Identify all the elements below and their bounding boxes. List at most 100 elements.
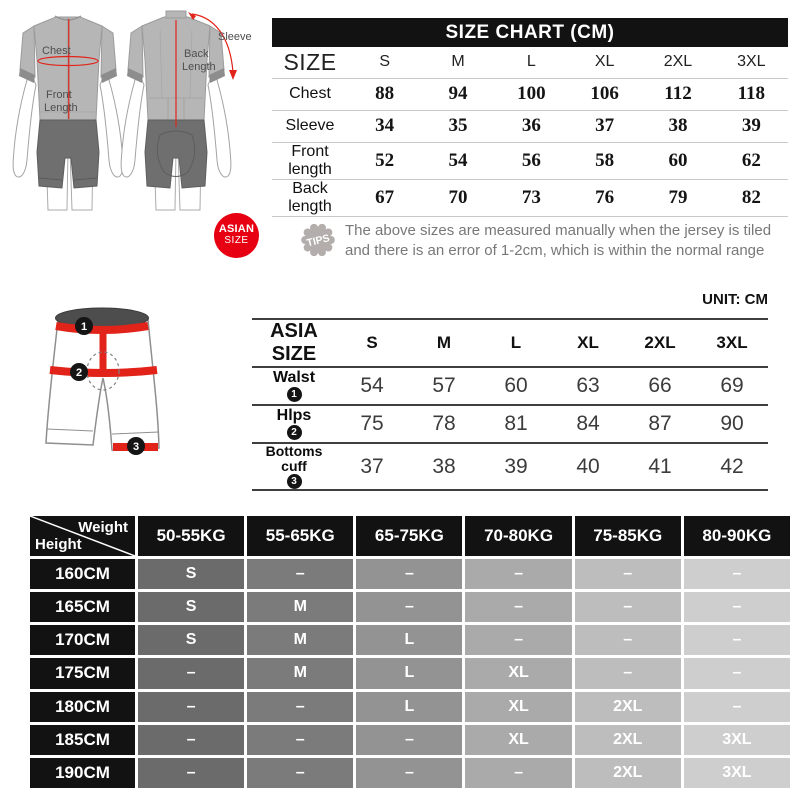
matrix-cell: – <box>247 559 354 590</box>
matrix-cell: – <box>683 658 790 689</box>
matrix-cell: – <box>138 691 245 722</box>
svg-text:1: 1 <box>81 321 87 333</box>
corner-height-label: Height <box>35 536 82 553</box>
weight-col-header: 70-80KG <box>465 516 572 556</box>
matrix-cell: – <box>356 559 463 590</box>
row-label: Back length <box>272 179 348 217</box>
size-value: 81 <box>480 405 552 444</box>
circled-number-2: 2 <box>286 425 302 441</box>
size-value: 60 <box>480 367 552 406</box>
col-header: XL <box>567 47 642 79</box>
svg-text:3: 3 <box>133 441 139 453</box>
chest-measure-line <box>37 55 99 67</box>
row-label-cell: Walst 1 <box>252 367 336 406</box>
row-label: Hlps <box>276 406 312 424</box>
row-label: Chest <box>272 78 348 111</box>
size-chart-section: SIZE CHART (CM) SIZE S M L XL 2XL 3XL Ch… <box>272 18 788 217</box>
matrix-cell: M <box>247 625 354 656</box>
matrix-cell: – <box>138 757 245 788</box>
size-value: 75 <box>336 405 408 444</box>
tips-text: The above sizes are measured manually wh… <box>345 221 795 261</box>
size-value: 69 <box>696 367 768 406</box>
col-header: 3XL <box>714 47 788 79</box>
col-header: L <box>494 47 568 79</box>
tips-seal-icon: TIPS <box>301 223 335 257</box>
jersey-front-illustration: Chest Front Length <box>12 15 124 211</box>
svg-text:2: 2 <box>76 367 82 379</box>
matrix-cell: – <box>356 724 463 755</box>
header-row: ASIA SIZE S M L XL 2XL 3XL <box>252 319 768 368</box>
weight-col-header: 55-65KG <box>247 516 354 556</box>
table-row: Chest 88 94 100 106 112 118 <box>272 78 788 111</box>
circled-number-1: 1 <box>286 387 302 403</box>
col-header: 2XL <box>624 319 696 368</box>
size-value: 78 <box>408 405 480 444</box>
matrix-cell: – <box>247 691 354 722</box>
size-value: 67 <box>348 179 422 217</box>
height-row-header: 185CM <box>30 724 135 755</box>
size-value: 60 <box>641 142 715 180</box>
size-value: 57 <box>408 367 480 406</box>
size-value: 70 <box>421 179 495 217</box>
size-value: 62 <box>714 142 788 180</box>
matrix-cell: XL <box>465 658 572 689</box>
size-value: 79 <box>641 179 715 217</box>
size-value: 36 <box>494 110 568 143</box>
matrix-cell: – <box>574 658 681 689</box>
chest-label: Chest <box>42 45 71 57</box>
matrix-cell: – <box>247 757 354 788</box>
weight-col-header: 80-90KG <box>683 516 790 556</box>
matrix-cell: – <box>683 559 790 590</box>
asian-size-badge: ASIAN SIZE <box>214 213 259 258</box>
size-value: 41 <box>624 443 696 492</box>
size-value: 73 <box>494 179 568 217</box>
matrix-cell: 3XL <box>683 724 790 755</box>
matrix-cell: 2XL <box>574 691 681 722</box>
height-row-header: 180CM <box>30 691 135 722</box>
asia-size-section: ASIA SIZE S M L XL 2XL 3XL Walst 1 54 57… <box>252 318 768 492</box>
matrix-cell: 2XL <box>574 724 681 755</box>
matrix-cell: 2XL <box>574 757 681 788</box>
matrix-cell: – <box>465 757 572 788</box>
col-header: M <box>408 319 480 368</box>
weight-col-header: 65-75KG <box>356 516 463 556</box>
size-value: 38 <box>408 443 480 492</box>
matrix-cell: – <box>683 691 790 722</box>
size-chart-table: SIZE S M L XL 2XL 3XL Chest 88 94 100 10… <box>272 47 788 217</box>
col-header: 2XL <box>641 47 715 79</box>
size-value: 39 <box>480 443 552 492</box>
size-value: 66 <box>624 367 696 406</box>
size-corner-label: SIZE <box>272 47 348 79</box>
matrix-cell: – <box>683 592 790 623</box>
table-row: Front length 52 54 56 58 60 62 <box>272 142 788 180</box>
marker-1: 1 <box>75 317 93 335</box>
col-header: XL <box>552 319 624 368</box>
weight-col-header: 50-55KG <box>138 516 245 556</box>
row-label: Sleeve <box>272 110 348 143</box>
matrix-cell: S <box>138 559 245 590</box>
size-value: 76 <box>567 179 642 217</box>
front-length-label-2: Length <box>44 102 78 114</box>
size-value: 39 <box>714 110 788 143</box>
size-value: 106 <box>567 78 642 111</box>
size-value: 37 <box>336 443 408 492</box>
matrix-cell: – <box>465 559 572 590</box>
tips-line-1: The above sizes are measured manually wh… <box>345 222 772 239</box>
corner-weight-label: Weight <box>78 519 128 536</box>
matrix-cell: – <box>574 625 681 656</box>
matrix-corner-cell: Weight Height <box>30 516 135 556</box>
size-value: 54 <box>336 367 408 406</box>
tips-badge-label: TIPS <box>306 233 331 249</box>
matrix-cell: – <box>138 658 245 689</box>
matrix-cell: S <box>138 625 245 656</box>
jersey-back-illustration: Back Length Sleeve <box>120 10 252 211</box>
size-chart-title: SIZE CHART (CM) <box>272 18 788 47</box>
size-value: 37 <box>567 110 642 143</box>
col-header: L <box>480 319 552 368</box>
back-length-label-1: Back <box>184 48 209 60</box>
back-length-label-2: Length <box>182 61 216 73</box>
height-row-header: 170CM <box>30 625 135 656</box>
matrix-cell: XL <box>465 724 572 755</box>
asian-badge-line1: ASIAN <box>218 223 255 236</box>
matrix-cell: – <box>465 625 572 656</box>
